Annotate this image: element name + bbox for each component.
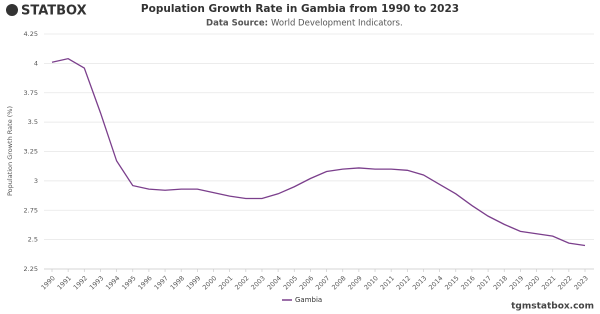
- y-tick-label: 4: [34, 59, 38, 67]
- y-tick-label: 3: [34, 177, 38, 185]
- x-tick-label: 2001: [217, 274, 234, 291]
- y-tick-label: 2.25: [24, 265, 38, 273]
- y-tick-label: 3.25: [24, 148, 38, 156]
- x-tick-label: 2023: [572, 274, 589, 291]
- x-tick-label: 1997: [153, 274, 170, 291]
- x-tick-label: 2015: [443, 274, 460, 291]
- logo-text: STATBOX: [21, 4, 87, 19]
- x-tick-label: 1992: [72, 274, 89, 291]
- logo: STATBOX: [6, 4, 87, 19]
- x-tick-label: 2012: [395, 274, 412, 291]
- x-tick-label: 2021: [540, 274, 557, 291]
- y-tick-label: 4.25: [24, 30, 38, 38]
- x-tick-label: 2000: [201, 274, 218, 291]
- y-tick-label: 3.5: [28, 118, 38, 126]
- x-tick-label: 2016: [459, 274, 476, 291]
- x-tick-label: 1996: [136, 274, 153, 291]
- x-tick-label: 1999: [185, 274, 202, 291]
- x-tick-label: 1998: [169, 274, 186, 291]
- x-tick-label: 2014: [427, 274, 444, 291]
- x-tick-label: 2002: [233, 274, 250, 291]
- x-tick-label: 2019: [508, 274, 525, 291]
- y-tick-label: 2.5: [28, 236, 38, 244]
- x-tick-label: 1994: [104, 274, 121, 291]
- x-tick-label: 2003: [249, 274, 266, 291]
- x-tick-label: 2018: [492, 274, 509, 291]
- x-tick-label: 2017: [476, 274, 493, 291]
- y-tick-label: 3.75: [24, 89, 38, 97]
- chart-title: Population Growth Rate in Gambia from 19…: [141, 3, 459, 15]
- x-tick-label: 2004: [266, 274, 283, 291]
- x-tick-label: 2006: [298, 274, 315, 291]
- x-tick-label: 2005: [282, 274, 299, 291]
- x-tick-label: 2013: [411, 274, 428, 291]
- x-tick-label: 1995: [120, 274, 137, 291]
- y-tick-label: 2.75: [24, 206, 38, 214]
- x-tick-label: 2007: [314, 274, 331, 291]
- footer: tgmstatbox.com: [511, 302, 594, 312]
- x-tick-label: 1991: [56, 274, 73, 291]
- x-tick-label: 2022: [556, 274, 573, 291]
- x-tick-label: 2008: [330, 274, 347, 291]
- line: [51, 57, 586, 247]
- logo-icon: [6, 4, 18, 16]
- x-tick-label: 2009: [346, 274, 363, 291]
- y-axis-label: Population Growth Rate (%): [6, 106, 14, 196]
- x-tick-label: 2010: [363, 274, 380, 291]
- x-tick-label: 2020: [524, 274, 541, 291]
- legend-label: Gambia: [295, 296, 322, 304]
- x-tick-label: 2011: [379, 274, 396, 291]
- x-tick-label: 1990: [39, 274, 56, 291]
- source-label: Data Source:: [206, 19, 268, 29]
- source: World Development Indicators.: [271, 19, 403, 29]
- x-tick-label: 1993: [88, 274, 105, 291]
